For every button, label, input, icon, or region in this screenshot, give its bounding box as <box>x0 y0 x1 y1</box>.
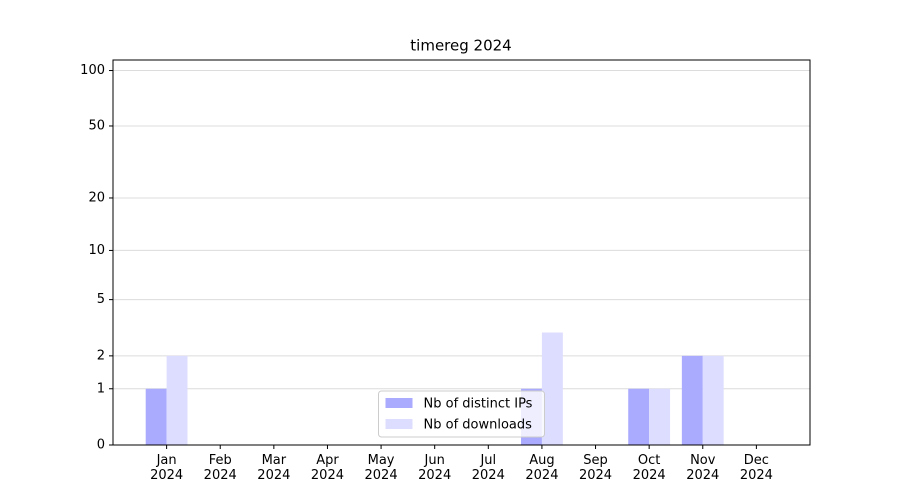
chart-title: timereg 2024 <box>410 37 511 55</box>
x-tick-label: Jun 2024 <box>418 453 452 483</box>
bar <box>649 388 671 445</box>
x-tick-label: Dec 2024 <box>739 453 773 483</box>
y-tick-label: 50 <box>88 118 105 133</box>
x-tick-label: Sep 2024 <box>578 453 613 483</box>
x-tick-label: May 2024 <box>364 453 398 483</box>
y-tick-label: 2 <box>97 348 105 363</box>
y-tick-label: 100 <box>80 63 105 78</box>
bar <box>541 332 563 445</box>
bar <box>166 355 188 445</box>
legend-swatch <box>385 419 413 429</box>
bar <box>702 355 724 445</box>
x-tick-label: Oct 2024 <box>632 453 666 483</box>
bar <box>145 388 167 445</box>
y-tick-label: 5 <box>97 292 105 307</box>
bar <box>628 388 650 445</box>
x-tick-label: Mar 2024 <box>257 453 291 483</box>
y-tick-label: 1 <box>97 381 105 396</box>
plot-frame <box>112 59 811 446</box>
x-tick-label: Jul 2024 <box>471 453 505 483</box>
x-tick-label: Apr 2024 <box>310 453 344 483</box>
bar <box>681 355 703 445</box>
x-tick-label: Aug 2024 <box>525 453 559 483</box>
y-tick-label: 0 <box>97 438 105 453</box>
x-tick-label: Jan 2024 <box>150 453 184 483</box>
legend-swatch <box>385 398 413 408</box>
legend-label: Nb of distinct IPs <box>424 397 533 412</box>
x-tick-label: Feb 2024 <box>203 453 237 483</box>
legend-label: Nb of downloads <box>424 418 533 433</box>
legend-box <box>378 390 545 438</box>
legend: Nb of distinct IPs Nb of downloads <box>378 390 545 438</box>
y-tick-label: 10 <box>88 243 105 258</box>
x-tick-label: Nov 2024 <box>686 453 720 483</box>
y-tick-label: 20 <box>88 190 105 205</box>
